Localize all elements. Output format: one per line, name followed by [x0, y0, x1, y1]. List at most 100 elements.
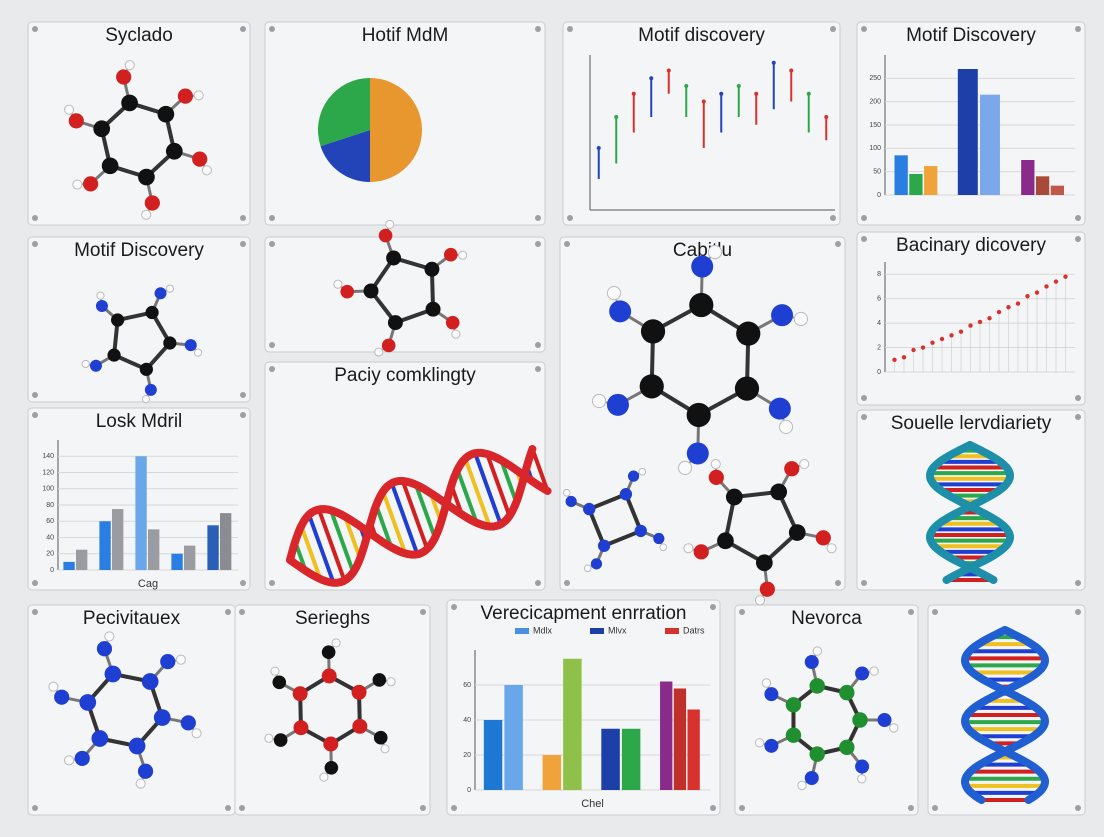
point	[978, 320, 982, 324]
panel-title: Souelle lervdiariety	[891, 413, 1052, 434]
y-tick-label: 6	[877, 296, 881, 303]
screw	[1075, 26, 1081, 32]
atom	[855, 760, 869, 774]
point	[1044, 284, 1048, 288]
bar	[909, 174, 922, 195]
y-tick-label: 60	[46, 518, 54, 525]
screw	[1075, 215, 1081, 221]
point	[959, 329, 963, 333]
atom	[786, 697, 801, 712]
atom	[424, 262, 439, 277]
panel-title: Syclado	[105, 25, 173, 46]
atom	[111, 313, 124, 326]
x-axis-label: Cag	[138, 578, 158, 590]
panel-title: Losk Mdril	[96, 411, 183, 432]
atom	[102, 157, 119, 174]
atom	[810, 678, 825, 693]
atom	[764, 739, 778, 753]
atom	[145, 384, 157, 396]
atom	[352, 685, 367, 700]
panel-title: Serieghs	[295, 608, 370, 629]
bar	[674, 689, 686, 791]
screw	[535, 215, 541, 221]
atom	[386, 220, 394, 228]
screw	[239, 805, 245, 811]
point	[1006, 305, 1010, 309]
atom	[798, 781, 806, 789]
range-cap	[667, 69, 671, 73]
range-cap	[702, 100, 706, 104]
atom	[75, 751, 90, 766]
atom	[678, 461, 691, 474]
atom	[323, 737, 338, 752]
atom	[639, 468, 646, 475]
screw	[861, 395, 867, 401]
atom	[293, 686, 308, 701]
bar	[184, 546, 195, 570]
bar	[220, 513, 231, 570]
y-tick-label: 140	[42, 453, 54, 460]
atom	[322, 645, 336, 659]
atom	[784, 461, 799, 476]
atom	[73, 180, 82, 189]
atom	[192, 729, 201, 738]
atom	[794, 312, 807, 325]
atom	[166, 143, 183, 160]
range-cap	[632, 92, 636, 96]
atom	[83, 176, 98, 191]
atom	[694, 544, 709, 559]
atom	[755, 596, 764, 605]
screw	[861, 236, 867, 242]
atom	[598, 540, 610, 552]
atom	[105, 666, 122, 683]
atom	[583, 503, 595, 515]
atom	[69, 113, 84, 128]
atom	[79, 694, 96, 711]
atom	[272, 675, 286, 689]
atom	[816, 530, 831, 545]
screw	[1075, 805, 1081, 811]
range-cap	[684, 84, 688, 88]
y-tick-label: 0	[877, 192, 881, 199]
screw	[32, 392, 38, 398]
y-tick-label: 20	[463, 752, 471, 759]
panel-title: Motif discovery	[638, 25, 765, 46]
atom	[805, 771, 819, 785]
atom	[121, 95, 138, 112]
panel-title: Bacinary dicovery	[896, 235, 1046, 256]
point	[892, 358, 896, 362]
atom	[107, 349, 120, 362]
atom	[166, 285, 173, 292]
legend-label: Datrs	[683, 625, 705, 635]
atom	[609, 300, 631, 322]
bar	[76, 550, 87, 570]
atom	[684, 544, 693, 553]
atom	[325, 761, 339, 775]
screw	[32, 580, 38, 586]
point	[949, 333, 953, 337]
atom	[192, 151, 207, 166]
screw	[32, 805, 38, 811]
atom	[138, 169, 155, 186]
screw	[908, 805, 914, 811]
y-tick-label: 0	[877, 369, 881, 376]
atom	[145, 306, 158, 319]
atom	[771, 304, 793, 326]
atom	[769, 398, 791, 420]
screw	[1075, 580, 1081, 586]
glass-panel	[28, 237, 250, 402]
screw	[830, 26, 836, 32]
atom	[194, 91, 203, 100]
atom	[839, 740, 854, 755]
screw	[240, 412, 246, 418]
atom	[320, 773, 328, 781]
atom	[890, 724, 898, 732]
atom	[374, 731, 388, 745]
atom	[800, 460, 809, 469]
y-tick-label: 40	[46, 534, 54, 541]
legend-swatch	[590, 628, 604, 634]
atom	[446, 316, 460, 330]
atom	[687, 442, 709, 464]
screw	[269, 366, 275, 372]
